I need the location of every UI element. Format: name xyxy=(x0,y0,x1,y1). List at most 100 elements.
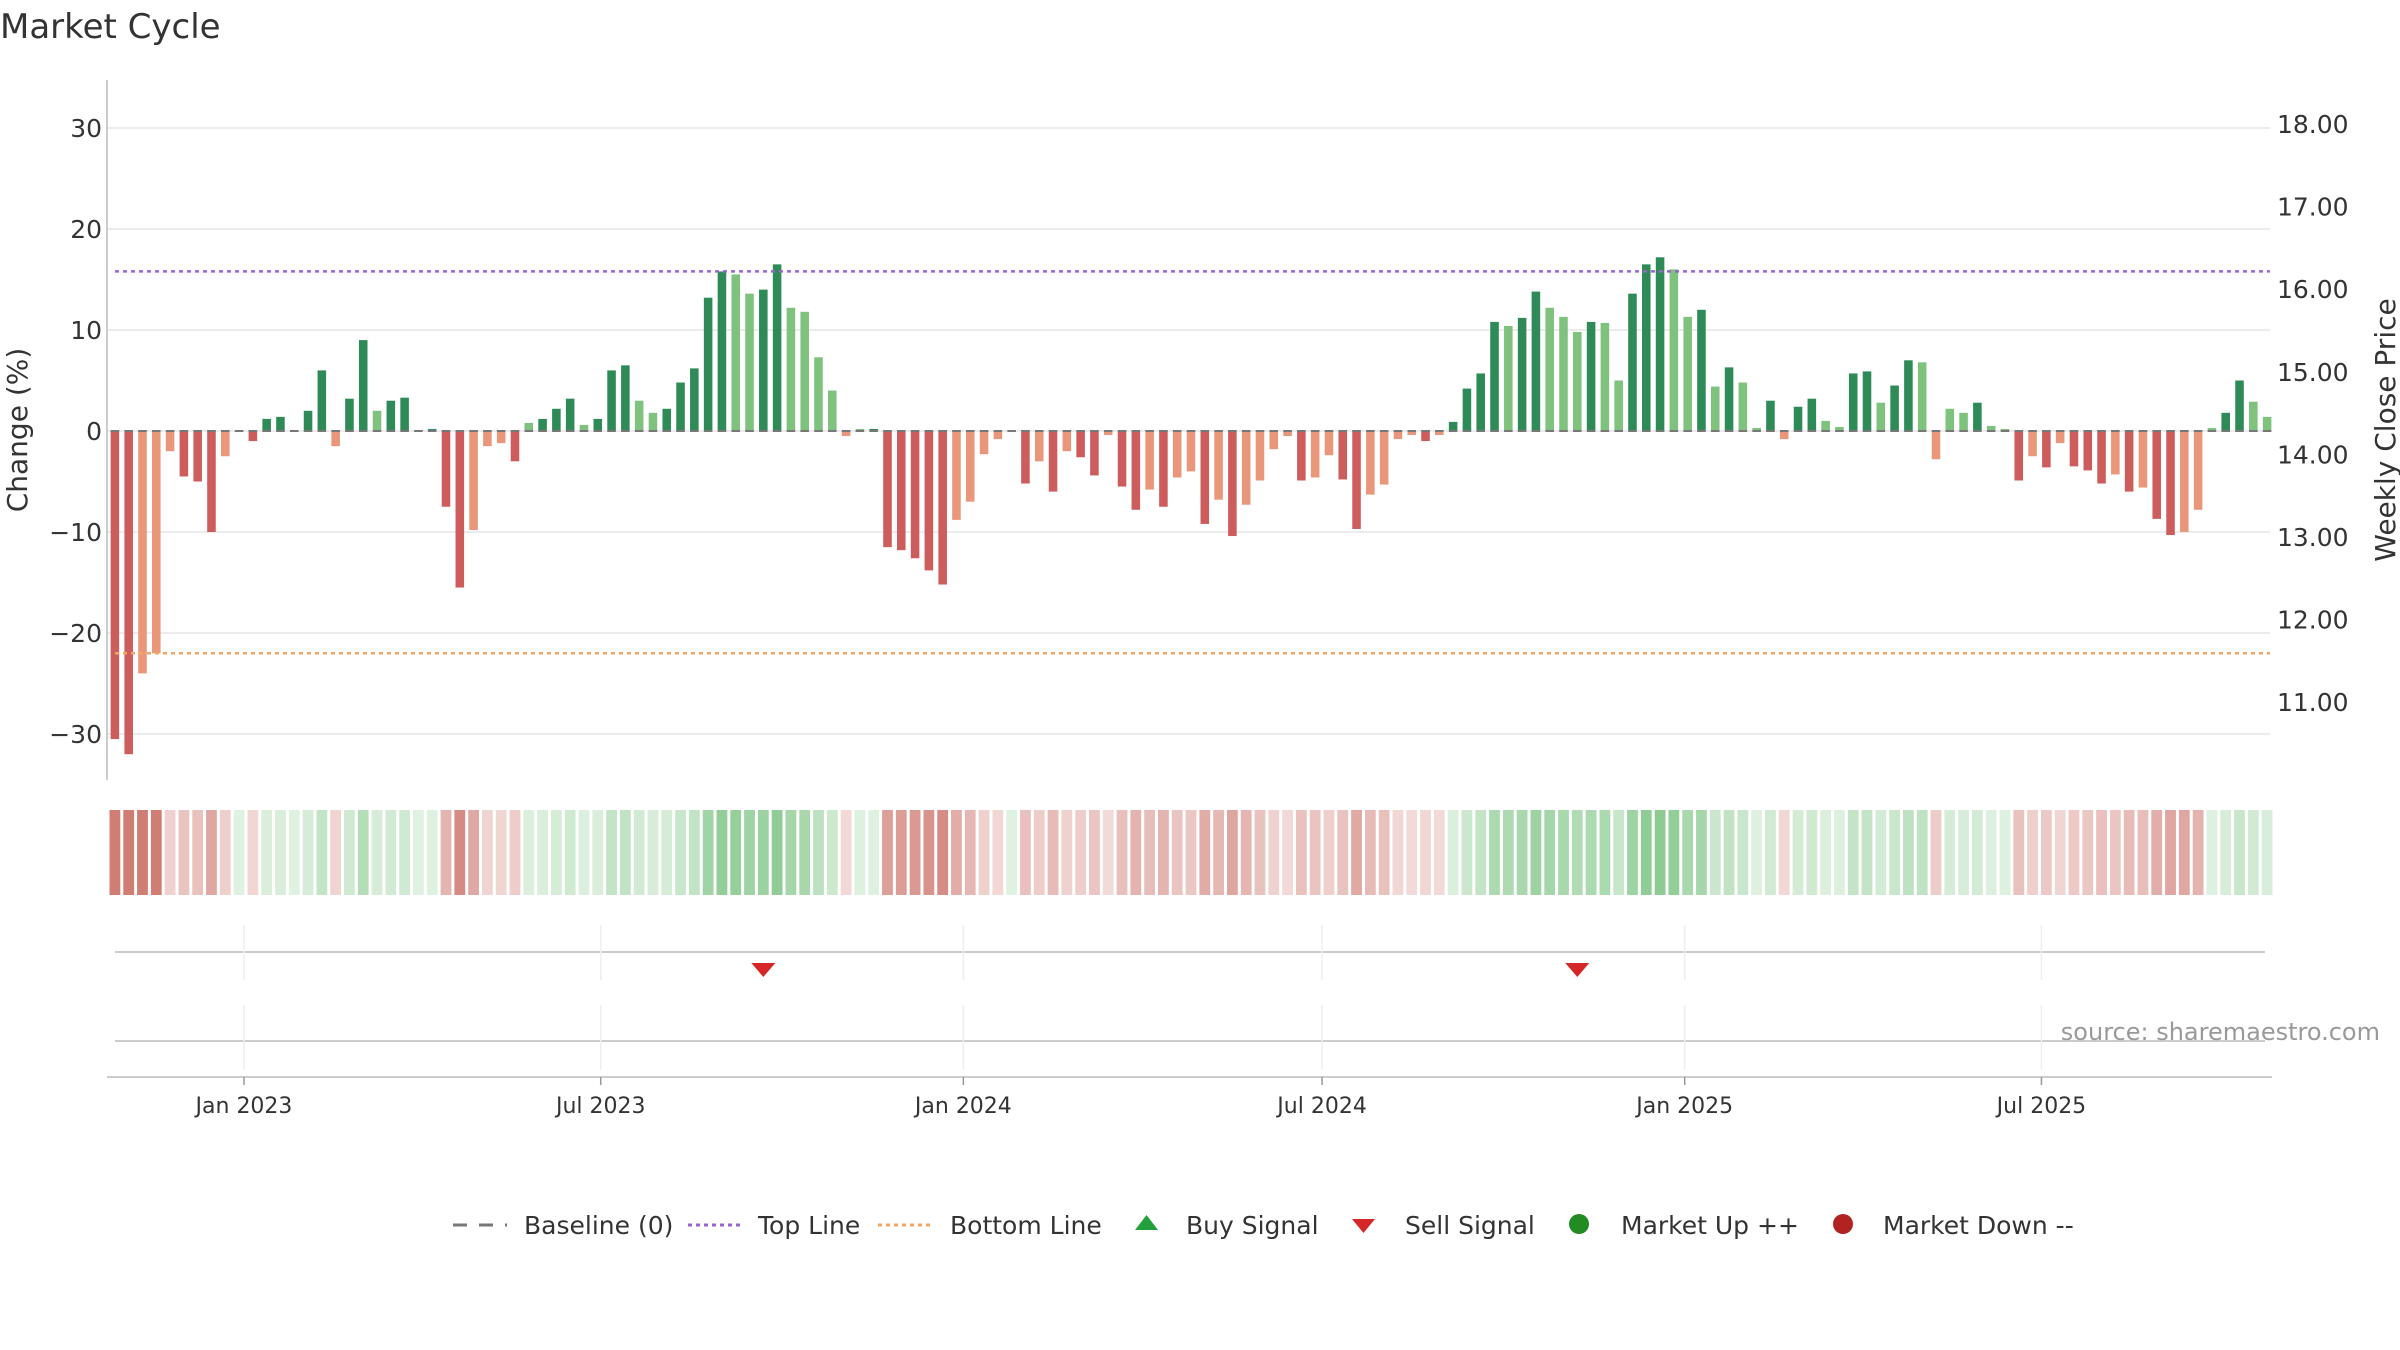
heat-cell xyxy=(1930,810,1942,895)
heat-cell xyxy=(1585,810,1597,895)
heat-cell xyxy=(661,810,673,895)
change-bar xyxy=(524,422,534,431)
heat-cell xyxy=(219,810,231,895)
heat-cell xyxy=(2054,810,2066,895)
heat-cell xyxy=(1130,810,1142,895)
heat-cell xyxy=(1682,810,1694,895)
change-bar xyxy=(2097,431,2106,484)
heat-cell xyxy=(344,810,355,895)
change-bar xyxy=(938,431,947,585)
change-bar xyxy=(1931,431,1941,460)
change-bar xyxy=(1159,431,1168,507)
change-bar xyxy=(1862,371,1872,431)
market-up-icon xyxy=(1569,1214,1589,1234)
change-bar xyxy=(703,297,713,431)
change-bar xyxy=(1310,431,1320,478)
change-bar xyxy=(276,416,285,431)
right-y-tick-label: 18.00 xyxy=(2277,110,2349,139)
change-bar xyxy=(1945,408,1955,431)
heat-cell xyxy=(1102,810,1114,895)
right-y-tick-label: 12.00 xyxy=(2277,606,2349,635)
change-bar xyxy=(828,390,837,431)
change-bar xyxy=(138,431,147,674)
heat-cell xyxy=(2082,810,2094,895)
change-bar xyxy=(1655,257,1665,431)
heat-cell xyxy=(454,810,466,895)
heat-cell xyxy=(1668,810,1680,895)
heat-cell xyxy=(1530,810,1542,895)
heat-cell xyxy=(1240,810,1252,895)
legend-market-down-label: Market Down -- xyxy=(1883,1211,2074,1240)
heat-cell xyxy=(1709,810,1721,895)
heat-cell xyxy=(357,810,369,895)
change-bar xyxy=(1172,431,1182,478)
change-bar xyxy=(1559,316,1568,431)
change-bar xyxy=(579,424,589,431)
change-bar xyxy=(1766,400,1775,431)
heat-cell xyxy=(468,810,479,895)
heat-cell xyxy=(813,810,824,895)
heat-cell xyxy=(481,810,493,895)
change-bar xyxy=(1904,360,1913,431)
change-bar xyxy=(1283,431,1292,437)
change-bar xyxy=(2069,431,2079,467)
change-bar xyxy=(1573,332,1582,431)
heat-cell xyxy=(854,810,866,895)
change-bar xyxy=(2111,431,2120,475)
heat-cell xyxy=(1295,810,1307,895)
heat-cell xyxy=(1475,810,1487,895)
change-bar xyxy=(1600,322,1610,431)
change-bar xyxy=(731,274,741,431)
change-bar xyxy=(1448,421,1458,431)
heat-cell xyxy=(1144,810,1156,895)
source-credit: source: sharemaestro.com xyxy=(2061,1018,2380,1046)
left-y-tick-label: −20 xyxy=(49,619,102,648)
heat-cell xyxy=(2109,810,2121,895)
legend-bottom-line-label: Bottom Line xyxy=(950,1211,1102,1240)
right-y-axis-label: Weekly Close Price xyxy=(2369,298,2400,561)
change-bar xyxy=(165,431,175,452)
heat-cell xyxy=(1254,810,1266,895)
heat-cell xyxy=(2247,810,2259,895)
change-bar xyxy=(1848,373,1858,431)
heat-cell xyxy=(123,810,135,895)
heat-cell xyxy=(302,810,314,895)
x-tick-label: Jul 2025 xyxy=(1995,1094,2087,1119)
heat-cell xyxy=(716,810,728,895)
change-bar xyxy=(179,431,189,477)
change-bar xyxy=(1062,431,1072,452)
heat-cell xyxy=(1502,810,1514,895)
change-bar xyxy=(1379,431,1389,485)
heat-cell xyxy=(647,810,659,895)
heat-cell xyxy=(1985,810,1997,895)
change-bar xyxy=(2221,412,2230,431)
change-bar xyxy=(593,418,603,431)
change-bar xyxy=(759,289,768,431)
change-bar xyxy=(386,400,396,431)
heat-cell xyxy=(1544,810,1556,895)
heat-cell xyxy=(1778,810,1790,895)
heat-cell xyxy=(1171,810,1183,895)
heat-cell xyxy=(1654,810,1666,895)
heat-cell xyxy=(1765,810,1776,895)
change-bar xyxy=(248,431,258,442)
change-bar xyxy=(2166,431,2175,536)
change-bar xyxy=(1366,431,1375,495)
legend: Baseline (0) Top Line Bottom Line Buy Si… xyxy=(453,1211,2074,1240)
heat-cell xyxy=(1268,810,1280,895)
change-bar xyxy=(1117,431,1127,487)
heat-cell xyxy=(2165,810,2176,895)
change-bar xyxy=(924,431,934,571)
change-bar xyxy=(1793,406,1803,431)
x-tick-label: Jan 2023 xyxy=(194,1094,293,1119)
change-bar xyxy=(1297,431,1306,481)
left-y-tick-label: 0 xyxy=(86,417,102,446)
heat-cell xyxy=(1696,810,1707,895)
heat-cell xyxy=(826,810,838,895)
heat-cell xyxy=(1806,810,1818,895)
right-y-tick-label: 13.00 xyxy=(2277,523,2349,552)
heat-cell xyxy=(909,810,921,895)
change-bar xyxy=(1641,264,1651,431)
change-bar xyxy=(1214,431,1223,500)
